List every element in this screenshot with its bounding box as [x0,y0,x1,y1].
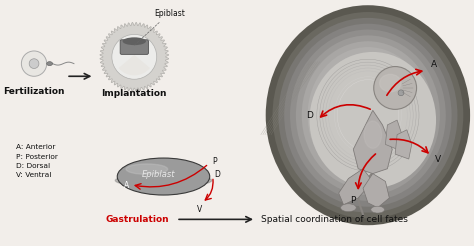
Ellipse shape [313,53,422,178]
Text: Implantation: Implantation [101,89,167,98]
Polygon shape [100,22,169,91]
Ellipse shape [128,161,199,190]
Ellipse shape [142,164,185,184]
Circle shape [21,51,47,76]
Text: A: Anterior: A: Anterior [16,144,55,150]
Ellipse shape [278,18,457,213]
Text: D: D [306,111,313,120]
Ellipse shape [145,164,182,183]
Ellipse shape [119,158,208,194]
Ellipse shape [148,165,179,181]
Ellipse shape [130,161,197,189]
Text: V: V [435,154,441,164]
Ellipse shape [310,52,436,188]
Ellipse shape [364,121,382,148]
Ellipse shape [371,206,384,213]
Ellipse shape [273,12,463,218]
Ellipse shape [47,62,53,66]
Text: V: V [197,205,202,214]
Ellipse shape [308,47,428,183]
Ellipse shape [117,158,210,195]
Circle shape [112,34,157,79]
Ellipse shape [127,160,200,191]
Text: Fertilization: Fertilization [3,87,65,96]
Circle shape [29,59,39,68]
Ellipse shape [266,5,470,225]
Ellipse shape [132,161,195,188]
Ellipse shape [134,162,193,188]
Ellipse shape [380,74,401,92]
Text: P: Posterior: P: Posterior [16,154,57,160]
Text: D: D [215,170,220,179]
Ellipse shape [137,162,191,186]
Polygon shape [363,174,389,208]
Ellipse shape [290,30,446,201]
Ellipse shape [296,35,440,195]
Text: Gastrulation: Gastrulation [105,215,169,224]
Text: Spatial coordination of cell fates: Spatial coordination of cell fates [261,215,408,224]
Ellipse shape [124,159,203,192]
Circle shape [398,90,404,96]
Text: P: P [213,157,217,166]
Text: D: Dorsal: D: Dorsal [16,163,50,169]
Text: V: Ventral: V: Ventral [16,172,51,178]
Ellipse shape [120,159,207,194]
Text: P: P [351,196,356,205]
FancyBboxPatch shape [120,40,148,54]
Ellipse shape [125,160,201,191]
Ellipse shape [135,162,192,187]
Polygon shape [395,130,412,159]
Text: Epiblast: Epiblast [142,170,175,179]
Text: A: A [431,60,437,69]
Ellipse shape [302,41,434,189]
Ellipse shape [146,165,181,182]
Text: A: A [124,181,129,190]
Polygon shape [339,169,373,205]
Ellipse shape [122,159,205,193]
Ellipse shape [115,174,212,187]
Polygon shape [385,120,402,149]
Circle shape [374,67,417,109]
Polygon shape [353,110,392,174]
Ellipse shape [123,37,146,45]
Ellipse shape [341,204,356,212]
Ellipse shape [126,164,168,174]
Ellipse shape [140,163,187,185]
Text: Epiblast: Epiblast [135,9,185,45]
Ellipse shape [138,163,189,185]
Wedge shape [118,55,150,75]
Ellipse shape [284,24,452,207]
Ellipse shape [143,164,184,183]
